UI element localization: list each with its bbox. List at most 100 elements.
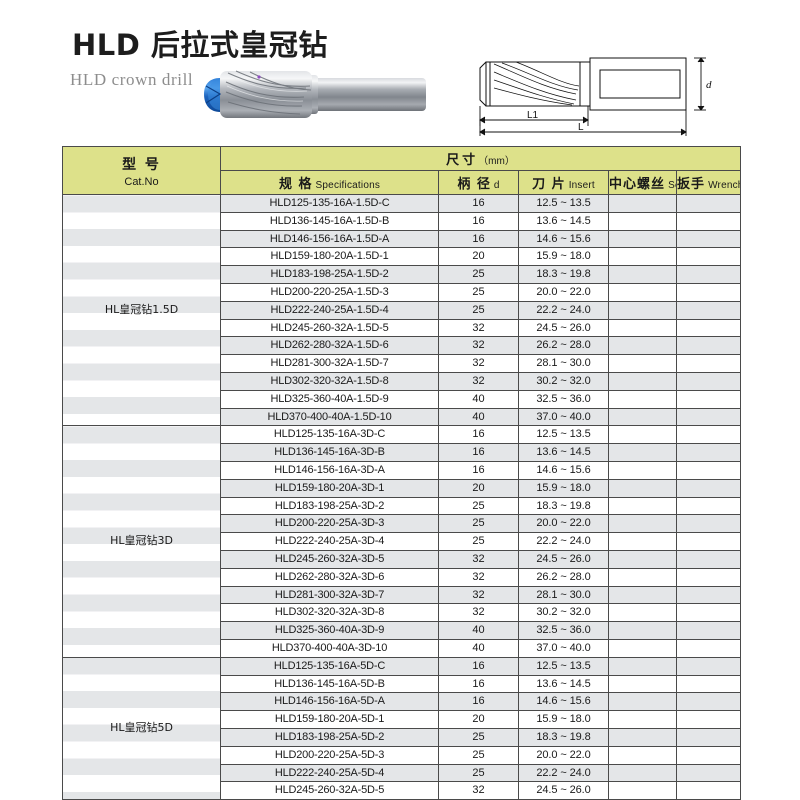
insert-highlight xyxy=(208,80,220,110)
table-row[interactable]: HLD136-145-16A-3D-B 16 13.6 ~ 14.5 xyxy=(63,443,741,462)
cell-wrench xyxy=(676,514,741,534)
cell-shank-diameter: 32 xyxy=(438,318,519,338)
cell-specification: HLD325-360-40A-1.5D-9 xyxy=(220,389,439,409)
cell-specification: HLD222-240-25A-5D-4 xyxy=(220,763,439,783)
cell-insert-range: 18.3 ~ 19.8 xyxy=(518,265,609,284)
table-row[interactable]: HLD136-145-16A-1.5D-B 16 13.6 ~ 14.5 xyxy=(63,211,741,231)
cell-shank-diameter: 16 xyxy=(438,674,519,694)
table-row[interactable]: HL皇冠钻5D HLD125-135-16A-5D-C 16 12.5 ~ 13.5 xyxy=(62,656,741,800)
table-row[interactable]: HLD136-145-16A-5D-B 16 13.6 ~ 14.5 xyxy=(63,674,741,694)
table-row[interactable]: HLD262-280-32A-1.5D-6 32 26.2 ~ 28.0 xyxy=(63,336,741,356)
cell-shank-diameter: 25 xyxy=(438,300,519,320)
technical-drawing: d L1 L xyxy=(479,57,712,136)
table-row[interactable]: HLD222-240-25A-1.5D-4 25 22.2 ~ 24.0 xyxy=(63,300,741,320)
cell-wrench xyxy=(676,247,741,267)
column-header-specifications: 规 格 Specifications xyxy=(220,170,439,195)
cell-shank-diameter: 40 xyxy=(438,638,519,658)
cell-screw xyxy=(608,781,677,800)
column-header-insert: 刀 片 Insert xyxy=(518,170,609,195)
cell-screw xyxy=(608,407,677,427)
cell-screw xyxy=(608,603,677,623)
table-row[interactable]: HLD146-156-16A-1.5D-A 16 14.6 ~ 15.6 xyxy=(63,229,741,249)
cell-specification: HLD125-135-16A-5D-C xyxy=(220,656,439,676)
cell-shank-diameter: 25 xyxy=(438,496,519,516)
wrench-en: Wrench xyxy=(708,180,741,191)
table-row[interactable]: HLD325-360-40A-3D-9 40 32.5 ~ 36.0 xyxy=(63,621,741,640)
drill-flute-highlights xyxy=(226,75,308,102)
table-row[interactable]: HLD245-260-32A-1.5D-5 32 24.5 ~ 26.0 xyxy=(63,318,741,338)
cell-insert-range: 13.6 ~ 14.5 xyxy=(518,211,609,231)
cell-screw xyxy=(608,585,677,605)
cell-specification: HLD146-156-16A-5D-A xyxy=(220,692,439,712)
cell-wrench xyxy=(676,727,741,747)
cell-insert-range: 15.9 ~ 18.0 xyxy=(518,478,609,498)
table-row[interactable]: HLD281-300-32A-3D-7 32 28.1 ~ 30.0 xyxy=(63,585,741,605)
table-body: HL皇冠钻1.5D HLD125-135-16A-1.5D-C 16 12.5 ~ 1… xyxy=(62,193,741,800)
table-row[interactable]: HLD200-220-25A-3D-3 25 20.0 ~ 22.0 xyxy=(63,514,741,534)
insert-en: Insert xyxy=(568,180,595,191)
cell-screw xyxy=(608,727,677,747)
product-photo-drill xyxy=(204,70,426,118)
table-row[interactable]: HLD159-180-20A-3D-1 20 15.9 ~ 18.0 xyxy=(63,478,741,498)
table-row[interactable]: HLD245-260-32A-3D-5 32 24.5 ~ 26.0 xyxy=(63,549,741,569)
cell-insert-range: 24.5 ~ 26.0 xyxy=(518,549,609,569)
cell-specification: HLD370-400-40A-1.5D-10 xyxy=(220,407,439,427)
cell-specification: HLD146-156-16A-3D-A xyxy=(220,460,439,480)
cell-wrench xyxy=(676,621,741,640)
cell-specification: HLD302-320-32A-3D-8 xyxy=(220,603,439,623)
table-row[interactable]: HLD281-300-32A-1.5D-7 32 28.1 ~ 30.0 xyxy=(63,354,741,373)
cell-insert-range: 22.2 ~ 24.0 xyxy=(518,763,609,783)
cat-no-en: Cat.No xyxy=(124,175,159,188)
header-row-bottom: 规 格 Specifications 柄 径 d 刀 片 Insert 中心螺丝… xyxy=(63,170,741,195)
table-row[interactable]: HLD325-360-40A-1.5D-9 40 32.5 ~ 36.0 xyxy=(63,389,741,409)
cell-screw xyxy=(608,247,677,267)
dimension-d xyxy=(694,57,706,111)
cat-no-zh: 型 号 xyxy=(122,156,161,173)
cell-wrench xyxy=(676,211,741,231)
table-row[interactable]: HLD262-280-32A-3D-6 32 26.2 ~ 28.0 xyxy=(63,567,741,587)
cell-wrench xyxy=(676,194,741,213)
cell-wrench xyxy=(676,763,741,783)
cell-wrench xyxy=(676,478,741,498)
table-row[interactable]: HL皇冠钻1.5D HLD125-135-16A-1.5D-C 16 12.5 ~ 1… xyxy=(62,193,741,427)
drawing-tip xyxy=(479,61,487,107)
table-header: 型 号 Cat.No 尺寸（mm） 规 格 Specifications 柄 径… xyxy=(62,146,741,195)
table-row[interactable]: HLD302-320-32A-3D-8 32 30.2 ~ 32.0 xyxy=(63,603,741,623)
cell-shank-diameter: 25 xyxy=(438,265,519,284)
insert-edge xyxy=(205,85,222,104)
table-row[interactable]: HLD146-156-16A-3D-A 16 14.6 ~ 15.6 xyxy=(63,460,741,480)
table-row[interactable]: HLD183-198-25A-3D-2 25 18.3 ~ 19.8 xyxy=(63,496,741,516)
cell-specification: HLD262-280-32A-1.5D-6 xyxy=(220,336,439,356)
cell-insert-range: 14.6 ~ 15.6 xyxy=(518,460,609,480)
cell-wrench xyxy=(676,354,741,373)
table-row[interactable]: HLD245-260-32A-5D-5 32 24.5 ~ 26.0 xyxy=(63,781,741,800)
column-header-dimensions: 尺寸（mm） xyxy=(220,146,741,171)
cell-specification: HLD262-280-32A-3D-6 xyxy=(220,567,439,587)
cell-shank-diameter: 16 xyxy=(438,443,519,462)
table-row[interactable]: HLD146-156-16A-5D-A 16 14.6 ~ 15.6 xyxy=(63,692,741,712)
cell-screw xyxy=(608,621,677,640)
cell-shank-diameter: 32 xyxy=(438,354,519,373)
cell-specification: HLD183-198-25A-5D-2 xyxy=(220,727,439,747)
cell-screw xyxy=(608,710,677,729)
cell-screw xyxy=(608,692,677,712)
cell-insert-range: 12.5 ~ 13.5 xyxy=(518,425,609,445)
table-row[interactable]: HLD159-180-20A-5D-1 20 15.9 ~ 18.0 xyxy=(63,710,741,729)
cell-screw xyxy=(608,282,677,302)
cell-wrench xyxy=(676,336,741,356)
drill-flutes xyxy=(225,70,312,115)
table-row[interactable]: HLD183-198-25A-1.5D-2 25 18.3 ~ 19.8 xyxy=(63,265,741,284)
table-row[interactable]: HLD200-220-25A-5D-3 25 20.0 ~ 22.0 xyxy=(63,745,741,765)
table-row[interactable]: HLD370-400-40A-3D-10 40 37.0 ~ 40.0 xyxy=(63,638,741,658)
cell-screw xyxy=(608,371,677,391)
table-row[interactable]: HLD200-220-25A-1.5D-3 25 20.0 ~ 22.0 xyxy=(63,282,741,302)
screw-en: Screw xyxy=(668,180,675,191)
cell-shank-diameter: 32 xyxy=(438,549,519,569)
table-row[interactable]: HLD222-240-25A-3D-4 25 22.2 ~ 24.0 xyxy=(63,532,741,551)
table-row[interactable]: HL皇冠钻3D HLD125-135-16A-3D-C 16 12.5 ~ 13.5 xyxy=(62,425,741,658)
table-row[interactable]: HLD222-240-25A-5D-4 25 22.2 ~ 24.0 xyxy=(63,763,741,783)
cell-specification: HLD222-240-25A-3D-4 xyxy=(220,532,439,551)
table-row[interactable]: HLD183-198-25A-5D-2 25 18.3 ~ 19.8 xyxy=(63,727,741,747)
cell-shank-diameter: 16 xyxy=(438,425,519,445)
